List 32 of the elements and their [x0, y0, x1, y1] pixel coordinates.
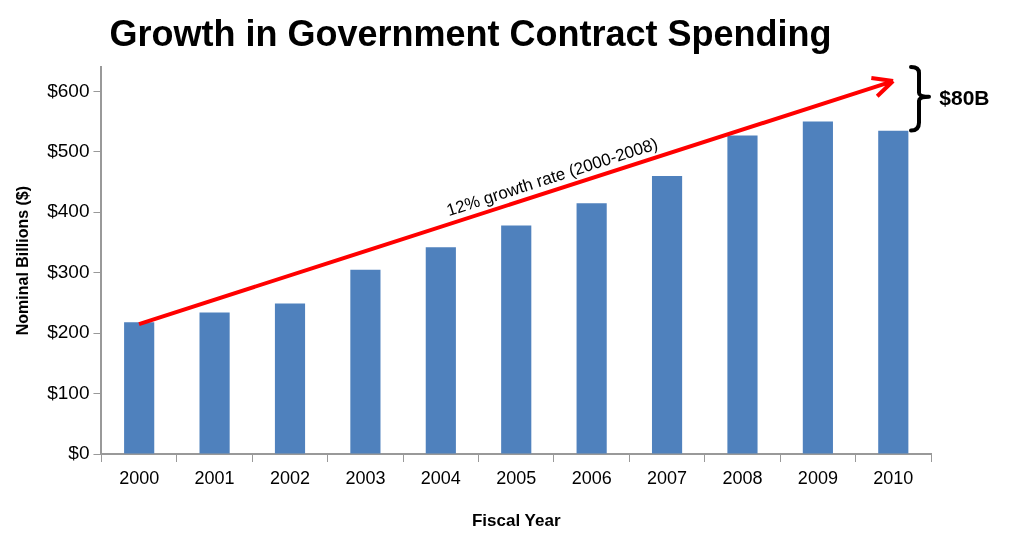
- text: $80B: [939, 85, 990, 110]
- x-tick-label: 2008: [722, 467, 763, 488]
- x-axis-title: Fiscal Year: [471, 511, 561, 531]
- x-tick-label: 2010: [873, 467, 914, 488]
- y-axis-title: Nominal Billions ($): [14, 185, 32, 336]
- x-tick-label: 2004: [420, 467, 461, 488]
- bar: [576, 203, 607, 454]
- y-tick-label: $400: [47, 200, 90, 222]
- x-tick-label: 2006: [571, 467, 612, 488]
- y-tick-label: $200: [47, 321, 90, 343]
- bar: [727, 135, 758, 454]
- x-tick-label: 2000: [119, 467, 160, 488]
- x-tick-label: 2002: [269, 467, 311, 488]
- x-tick-label: 2005: [496, 467, 537, 488]
- bar: [878, 130, 909, 454]
- bar: [274, 303, 306, 454]
- y-tick-label: $100: [47, 381, 90, 403]
- y-tick-label: $600: [47, 79, 90, 101]
- x-tick-label: 2003: [345, 467, 386, 488]
- x-tick-label: 2001: [194, 467, 235, 488]
- chart-title: Growth in Government Contract Spending: [109, 12, 832, 54]
- bar: [425, 247, 456, 454]
- y-tick-label: $0: [68, 442, 90, 464]
- x-tick-label: 2009: [797, 467, 838, 488]
- y-tick-label: $500: [47, 140, 90, 162]
- y-tick-label: $300: [47, 260, 90, 282]
- bar: [802, 121, 833, 454]
- bar: [199, 312, 230, 454]
- bar: [124, 322, 155, 454]
- x-tick-label: 2007: [647, 467, 688, 488]
- bar: [350, 269, 381, 454]
- bar: [501, 225, 532, 454]
